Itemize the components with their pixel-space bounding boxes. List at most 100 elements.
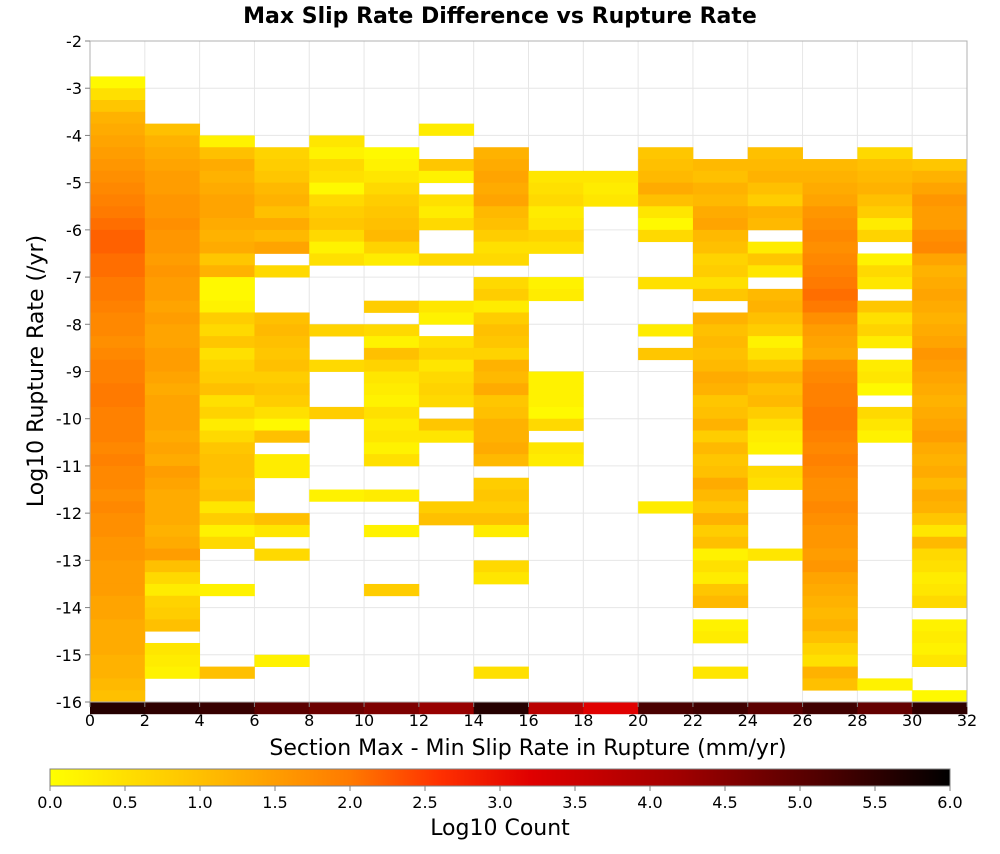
heatmap-cell: [144, 194, 201, 207]
heatmap-cell: [857, 218, 913, 231]
heatmap-cell: [638, 324, 694, 337]
heatmap-cell: [364, 206, 420, 219]
heatmap-cell: [912, 395, 968, 408]
heatmap-cell: [692, 501, 749, 514]
heatmap-cell: [309, 406, 365, 420]
heatmap-cell: [857, 229, 913, 243]
heatmap-cell: [144, 548, 201, 561]
heatmap-cell: [692, 595, 749, 608]
heatmap-cell: [583, 194, 639, 207]
heatmap-cell: [857, 702, 913, 715]
heatmap-cell: [473, 477, 529, 490]
heatmap-cell: [90, 336, 146, 349]
heatmap-cell: [199, 477, 255, 490]
heatmap-cell: [692, 489, 749, 502]
heatmap-cell: [418, 347, 475, 361]
heatmap-cell: [199, 524, 255, 538]
heatmap-cell: [802, 277, 858, 290]
heatmap-cell: [692, 560, 749, 573]
heatmap-cell: [199, 147, 255, 160]
heatmap-cell: [692, 702, 749, 715]
heatmap-cell: [528, 241, 584, 254]
heatmap-cell: [144, 489, 201, 502]
heatmap-cell: [144, 395, 201, 408]
heatmap-cell: [90, 654, 146, 667]
heatmap-cell: [912, 265, 968, 278]
heatmap-cell: [144, 666, 201, 679]
heatmap-cell: [90, 277, 146, 290]
heatmap-cell: [747, 182, 803, 195]
heatmap-cell: [802, 336, 858, 349]
heatmap-cell: [254, 395, 310, 408]
heatmap-cell: [418, 206, 475, 219]
heatmap-cell: [692, 371, 749, 384]
heatmap-cell: [857, 182, 913, 195]
heatmap-cell: [364, 524, 420, 538]
heatmap-cell: [802, 159, 858, 172]
heatmap-cell: [473, 560, 529, 573]
heatmap-cell: [473, 383, 529, 396]
heatmap-cell: [912, 513, 968, 526]
x-tick-label: 16: [518, 711, 538, 730]
heatmap-cell: [747, 194, 803, 207]
colorbar-tick-label: 1.0: [187, 793, 212, 812]
heatmap-cell: [199, 229, 255, 243]
heatmap-cell: [692, 312, 749, 325]
heatmap-cell: [692, 430, 749, 443]
heatmap-cell: [309, 135, 365, 148]
heatmap-cell: [912, 619, 968, 632]
heatmap-cell: [199, 312, 255, 325]
heatmap-cell: [418, 418, 475, 431]
heatmap-cell: [309, 182, 365, 195]
heatmap-cell: [473, 170, 529, 184]
heatmap-cell: [692, 218, 749, 231]
heatmap-cell: [90, 560, 146, 573]
heatmap-cell: [254, 206, 310, 219]
heatmap-cell: [802, 654, 858, 667]
heatmap-cell: [802, 206, 858, 219]
x-tick-label: 18: [573, 711, 593, 730]
heatmap-cell: [364, 218, 420, 231]
heatmap-cell: [144, 347, 201, 361]
heatmap-cell: [144, 501, 201, 514]
heatmap-cell: [309, 253, 365, 266]
heatmap-cell: [528, 406, 584, 420]
heatmap-cell: [90, 619, 146, 632]
heatmap-cell: [747, 288, 803, 302]
heatmap-cell: [692, 359, 749, 372]
heatmap-cell: [199, 170, 255, 184]
heatmap-cell: [802, 312, 858, 325]
heatmap-cell: [418, 218, 475, 231]
heatmap-cell: [199, 406, 255, 420]
heatmap-cell: [912, 277, 968, 290]
heatmap-cell: [912, 336, 968, 349]
heatmap-cell: [144, 147, 201, 160]
heatmap-cell: [199, 194, 255, 207]
heatmap-cell: [90, 501, 146, 514]
heatmap-cell: [364, 347, 420, 361]
heatmap-cell: [802, 170, 858, 184]
heatmap-cell: [473, 395, 529, 408]
heatmap-cell: [802, 572, 858, 585]
heatmap-cell: [90, 583, 146, 597]
heatmap-cell: [199, 454, 255, 467]
heatmap-cell: [364, 182, 420, 195]
heatmap-cell: [144, 619, 201, 632]
heatmap-cell: [199, 418, 255, 431]
heatmap-cell: [364, 229, 420, 243]
heatmap-cell: [90, 76, 146, 89]
x-tick-label: 32: [957, 711, 977, 730]
heatmap-cell: [802, 430, 858, 443]
x-tick-label: 20: [628, 711, 648, 730]
heatmap-cell: [90, 595, 146, 608]
heatmap-cell: [418, 513, 475, 526]
heatmap-cell: [90, 536, 146, 549]
heatmap-cell: [802, 465, 858, 479]
heatmap-cell: [747, 418, 803, 431]
chart-title: Max Slip Rate Difference vs Rupture Rate: [243, 4, 757, 29]
heatmap-cell: [199, 336, 255, 349]
heatmap-cell: [144, 359, 201, 372]
heatmap-cell: [912, 631, 968, 644]
heatmap-cell: [692, 347, 749, 361]
